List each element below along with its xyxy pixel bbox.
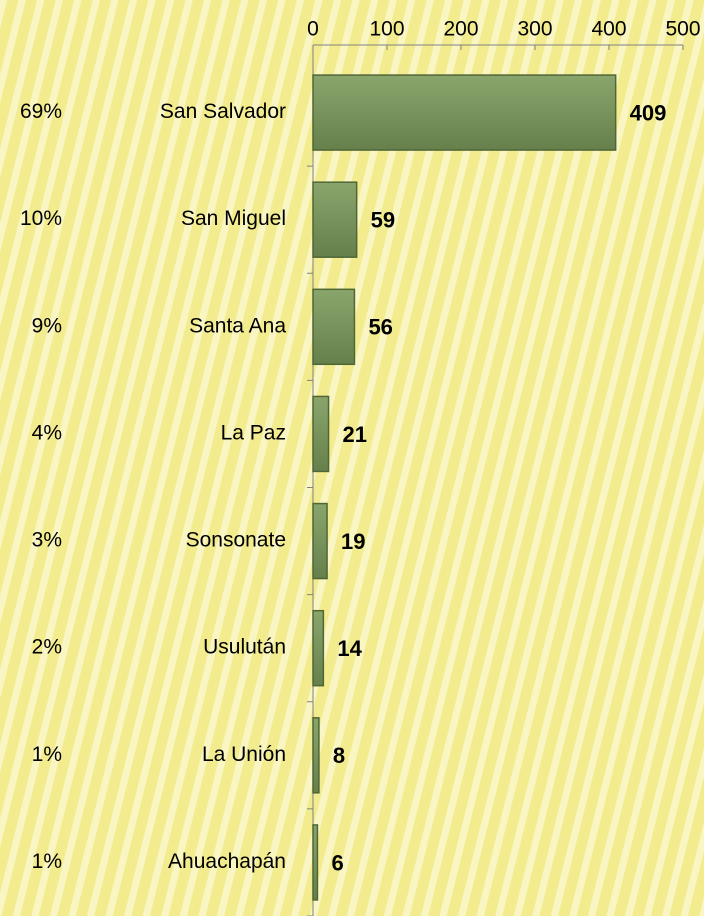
y-tick-label: Usulután bbox=[203, 636, 286, 659]
value-label: 56 bbox=[368, 315, 392, 340]
bar bbox=[312, 181, 358, 258]
y-tick-label: La Unión bbox=[202, 743, 286, 766]
y-tick-label: San Salvador bbox=[160, 100, 286, 123]
y-tick-label: San Miguel bbox=[181, 207, 286, 230]
annotation: 2% bbox=[32, 636, 62, 659]
value-label: 59 bbox=[371, 208, 395, 233]
value-label: 6 bbox=[331, 850, 343, 875]
annotation: 3% bbox=[32, 529, 62, 552]
value-label: 14 bbox=[337, 636, 362, 661]
bar bbox=[312, 609, 325, 687]
y-tick-label: La Paz bbox=[221, 421, 286, 444]
x-tick-label: 0 bbox=[307, 18, 319, 41]
value-label: 19 bbox=[341, 529, 365, 554]
bar bbox=[312, 288, 356, 366]
x-tick-label: 400 bbox=[591, 18, 626, 41]
bar bbox=[312, 502, 328, 580]
value-label: 409 bbox=[630, 100, 667, 125]
bar bbox=[312, 395, 330, 473]
bar bbox=[312, 717, 320, 794]
y-tick-label: Sonsonate bbox=[186, 529, 286, 552]
bar bbox=[312, 74, 617, 151]
x-tick-label: 500 bbox=[665, 18, 700, 41]
bar bbox=[312, 824, 319, 901]
x-tick-label: 100 bbox=[369, 18, 404, 41]
annotation: 9% bbox=[32, 314, 62, 337]
value-label: 21 bbox=[343, 422, 367, 447]
annotation: 1% bbox=[32, 850, 62, 873]
annotation: 1% bbox=[32, 743, 62, 766]
annotation: 10% bbox=[20, 207, 62, 230]
value-label: 8 bbox=[333, 743, 345, 768]
y-tick-label: Ahuachapán bbox=[168, 850, 286, 873]
y-tick-label: Santa Ana bbox=[189, 314, 286, 337]
annotation: 4% bbox=[32, 421, 62, 444]
annotation: 69% bbox=[20, 100, 62, 123]
x-tick-label: 200 bbox=[443, 18, 478, 41]
x-tick-label: 300 bbox=[517, 18, 552, 41]
